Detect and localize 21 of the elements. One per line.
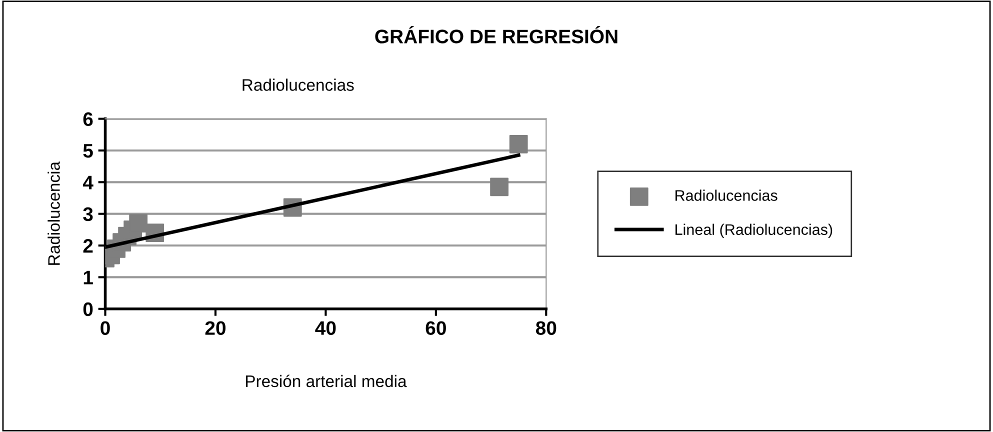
x-tick-label: 20	[205, 321, 226, 335]
x-tick-label: 40	[315, 321, 336, 335]
y-tick-label: 2	[83, 238, 93, 253]
point	[129, 214, 148, 233]
y-tick-label: 6	[83, 112, 93, 126]
chart-title: GRÁFICO DE REGRESIÓN	[375, 26, 618, 44]
x-tick-label: 60	[426, 321, 446, 335]
chart-subtitle: Radiolucencias	[242, 78, 354, 91]
legend-label: Lineal (Radiolucencias)	[676, 224, 832, 238]
point	[490, 178, 509, 196]
y-tick-label: 4	[82, 176, 94, 190]
y-axis-title: Radiolucencia	[48, 161, 60, 265]
y-tick-label: 5	[83, 144, 93, 158]
y-tick-label: 0	[83, 302, 93, 316]
legend-label: Radiolucencias	[676, 190, 778, 201]
y-tick-label: 3	[83, 207, 93, 222]
x-axis-title: Presión arterial media	[246, 374, 407, 388]
x-tick-label: 0	[100, 321, 110, 335]
x-tick-label: 80	[536, 321, 556, 335]
point	[509, 134, 528, 154]
y-tick-label: 1	[84, 270, 93, 284]
